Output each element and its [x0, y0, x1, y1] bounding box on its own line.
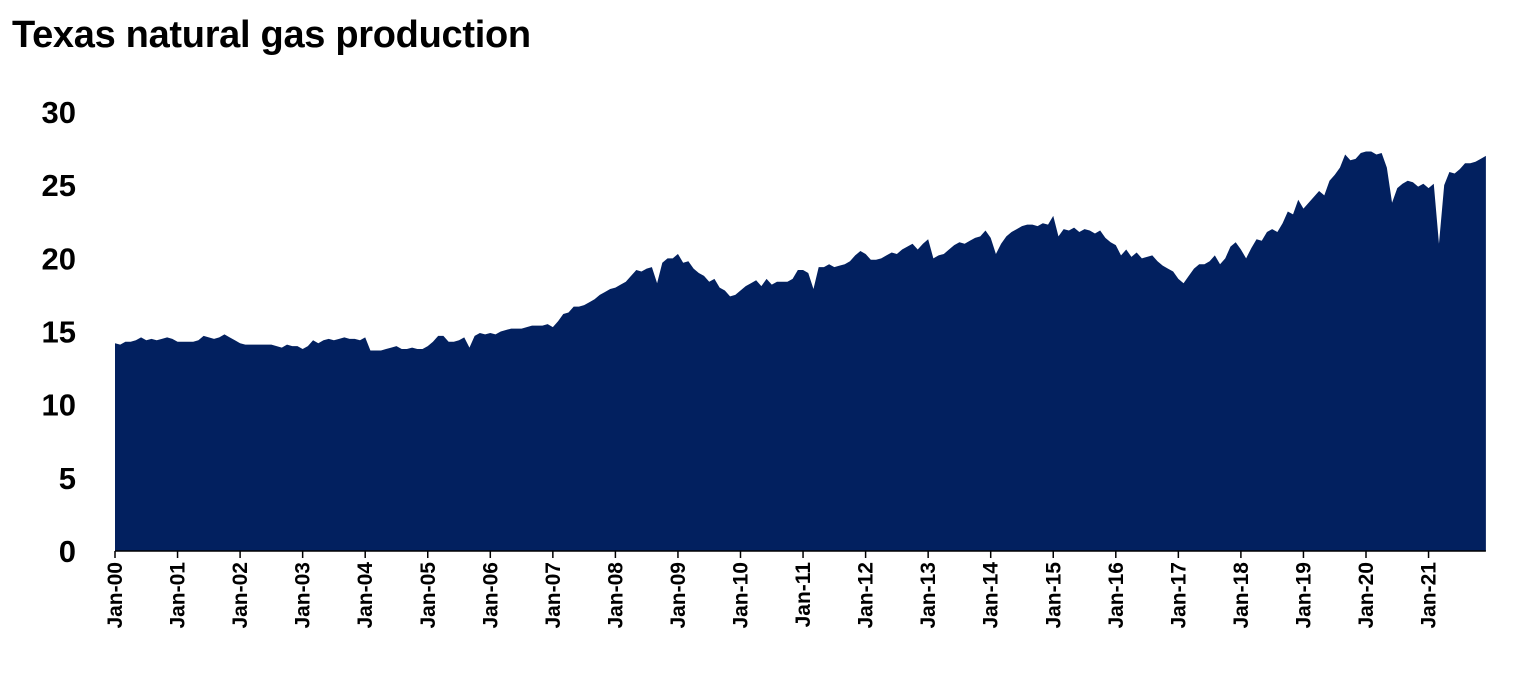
x-tick-label: Jan-19: [1292, 562, 1315, 629]
x-tick-label: Jan-08: [604, 562, 627, 629]
x-tick-label: Jan-13: [917, 562, 940, 629]
y-axis-tick-labels: 0 5 10 15 20 25 30: [42, 95, 76, 569]
y-tick-label: 30: [42, 95, 76, 130]
x-tick-label: Jan-04: [354, 562, 377, 629]
area-series: [115, 151, 1486, 551]
x-tick-label: Jan-18: [1230, 562, 1253, 629]
y-tick-label: 25: [42, 168, 76, 203]
x-tick-label: Jan-14: [980, 562, 1003, 629]
x-tick-label: Jan-21: [1418, 562, 1441, 629]
x-tick-label: Jan-17: [1167, 562, 1190, 629]
x-tick-label: Jan-03: [292, 562, 315, 629]
x-tick-label: Jan-00: [104, 562, 127, 629]
x-tick-label: Jan-16: [1105, 562, 1128, 629]
plot-area: [115, 151, 1486, 551]
x-tick-label: Jan-06: [479, 562, 502, 629]
x-tick-label: Jan-15: [1042, 562, 1065, 629]
x-tick-label: Jan-20: [1355, 562, 1378, 629]
y-tick-label: 15: [42, 315, 76, 350]
x-axis-tick-labels: Jan-00 Jan-01 Jan-02 Jan-03 Jan-04 Jan-05 Jan-…: [104, 562, 1441, 629]
chart-title: Texas natural gas production: [12, 14, 531, 56]
y-tick-label: 20: [42, 241, 76, 276]
x-tick-label: Jan-02: [229, 562, 252, 629]
axes: [114, 550, 1486, 558]
x-tick-label: Jan-12: [855, 562, 878, 629]
x-tick-label: Jan-09: [667, 562, 690, 629]
y-tick-label: 10: [42, 388, 76, 423]
x-tick-label: Jan-01: [167, 562, 190, 629]
x-tick-label: Jan-10: [730, 562, 753, 629]
x-tick-label: Jan-05: [417, 562, 440, 629]
y-tick-label: 5: [59, 461, 76, 496]
y-tick-label: 0: [59, 534, 76, 569]
x-tick-label: Jan-11: [792, 562, 815, 628]
x-tick-label: Jan-07: [542, 562, 565, 629]
